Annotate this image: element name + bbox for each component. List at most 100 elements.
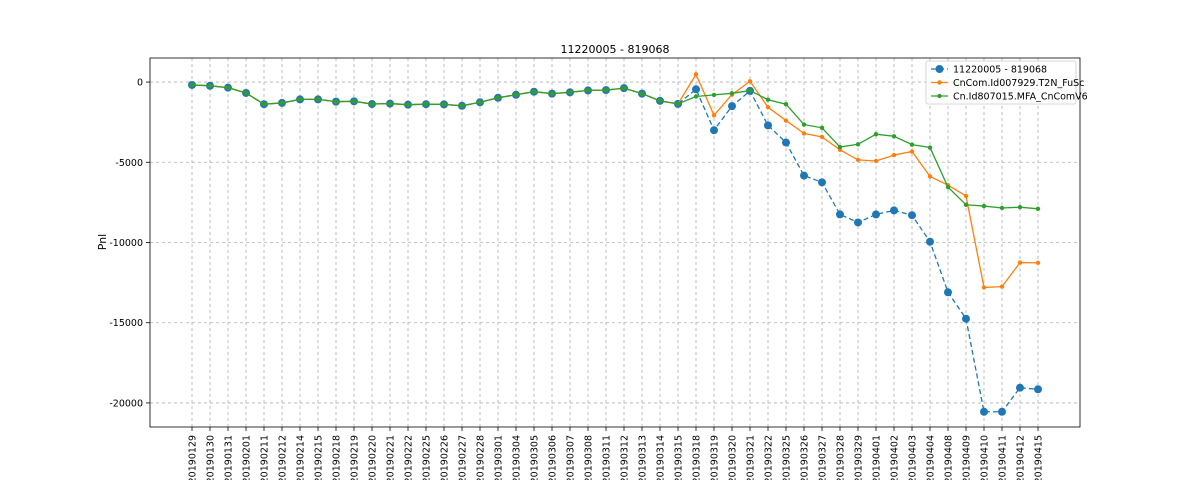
x-tick-label: 20190408 (944, 435, 955, 480)
legend-label: Cn.Id807015.MFA_CnComV6 (953, 91, 1088, 102)
x-tick-label: 20190311 (602, 435, 613, 480)
grid (150, 58, 1080, 427)
data-point (1017, 205, 1023, 210)
legend-marker (935, 65, 944, 73)
data-point (333, 99, 339, 104)
data-point (854, 218, 862, 227)
data-point (837, 144, 843, 150)
data-point (423, 102, 429, 107)
data-point (621, 85, 627, 91)
legend: 11220005 - 819068 CnCom.Id007929.T2N_FuSc… (925, 60, 1088, 105)
series-line (191, 84, 1039, 413)
x-tick-label: 20190225 (422, 435, 433, 480)
data-point (711, 92, 717, 98)
data-point (980, 407, 988, 416)
data-point (189, 82, 195, 88)
x-tick-label: 20190326 (800, 435, 811, 480)
data-point (836, 210, 844, 219)
data-point (765, 97, 771, 102)
y-axis-label: Pnl (96, 234, 109, 250)
data-point (1016, 383, 1024, 392)
data-point (909, 142, 915, 147)
x-axis: 20190129 20190130 20190131 20190201 20190211… (188, 427, 1045, 480)
data-point (315, 97, 321, 102)
data-point (927, 174, 933, 179)
data-point (225, 85, 231, 90)
data-point (818, 178, 826, 187)
data-point (747, 79, 753, 84)
data-point (999, 284, 1005, 289)
series-3 (189, 82, 1041, 212)
data-point (549, 91, 555, 96)
data-point (477, 100, 483, 105)
data-point (764, 121, 772, 130)
data-point (441, 102, 447, 107)
series-line (191, 84, 1039, 210)
data-point (891, 134, 897, 139)
data-point (872, 210, 880, 219)
legend-marker (937, 93, 942, 99)
data-point (207, 83, 213, 88)
x-tick-label: 20190409 (962, 435, 973, 480)
x-tick-label: 20190402 (890, 435, 901, 480)
data-point (351, 99, 357, 104)
data-point (1035, 206, 1041, 212)
legend-box (925, 60, 1077, 105)
x-tick-label: 20190322 (764, 435, 775, 480)
data-point (710, 126, 718, 135)
x-tick-label: 20190201 (242, 435, 253, 480)
data-point (728, 102, 736, 111)
x-tick-label: 20190319 (710, 435, 721, 480)
data-point (909, 149, 915, 154)
data-point (765, 105, 771, 110)
data-point (963, 202, 969, 207)
data-point (531, 89, 537, 94)
data-point (783, 118, 789, 123)
x-tick-label: 20190220 (368, 435, 379, 480)
data-point (782, 138, 790, 147)
x-tick-label: 20190415 (1034, 435, 1045, 480)
x-tick-label: 20190305 (530, 435, 541, 480)
data-point (639, 91, 645, 96)
data-point (1035, 260, 1041, 266)
data-point (801, 122, 807, 127)
x-tick-label: 20190226 (440, 435, 451, 480)
data-point (944, 288, 952, 297)
x-tick-label: 20190404 (926, 435, 937, 480)
x-tick-label: 20190131 (224, 435, 235, 480)
legend-marker (937, 80, 942, 85)
data-point (926, 237, 934, 246)
x-tick-label: 20190130 (206, 435, 217, 480)
x-tick-label: 20190321 (746, 435, 757, 480)
x-tick-label: 20190214 (296, 435, 307, 480)
data-point (855, 157, 861, 163)
data-point (891, 152, 897, 158)
data-point (495, 95, 501, 100)
series-line (191, 72, 1039, 289)
x-tick-label: 20190312 (620, 435, 631, 480)
x-tick-label: 20190411 (998, 435, 1009, 480)
x-tick-label: 20190218 (332, 435, 343, 480)
data-point (603, 87, 609, 93)
chart-title: 11220005 - 819068 (561, 43, 670, 56)
data-point (927, 145, 933, 150)
legend-label: 11220005 - 819068 (953, 64, 1047, 75)
data-point (693, 94, 699, 99)
data-point (981, 203, 987, 209)
data-point (243, 90, 249, 96)
data-point (908, 211, 916, 220)
data-point (567, 90, 573, 95)
data-point (999, 205, 1005, 211)
data-point (729, 91, 735, 96)
x-tick-label: 20190325 (782, 435, 793, 480)
x-tick-label: 20190222 (404, 435, 415, 480)
x-tick-label: 20190212 (278, 435, 289, 480)
x-tick-label: 20190320 (728, 435, 739, 480)
series-2 (189, 72, 1041, 290)
y-tick-label: -15000 (109, 318, 143, 329)
x-tick-label: 20190129 (188, 435, 199, 480)
data-point (459, 103, 465, 109)
data-point (873, 132, 879, 137)
data-point (855, 142, 861, 147)
